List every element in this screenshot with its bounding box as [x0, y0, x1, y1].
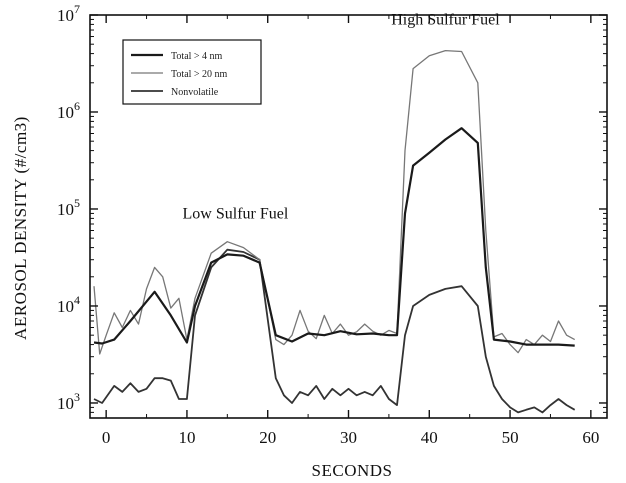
series-line-total-4-nm — [93, 127, 575, 347]
y-tick-label: 104 — [57, 293, 80, 316]
annotation-label: Low Sulfur Fuel — [183, 205, 289, 222]
y-tick-label: 105 — [57, 196, 80, 219]
y-tick-label: 106 — [57, 99, 80, 122]
x-tick-label: 10 — [178, 428, 195, 447]
series-layer — [93, 49, 576, 414]
x-tick-label: 30 — [340, 428, 357, 447]
legend-box — [122, 39, 262, 105]
x-tick-label: 50 — [502, 428, 519, 447]
chart-legend: Total > 4 nm Total > 20 nm Nonvolatile — [122, 39, 262, 105]
y-tick-label: 103 — [57, 390, 80, 413]
y-tick-label: 107 — [57, 2, 80, 25]
x-tick-label: 0 — [102, 428, 111, 447]
axis-layer: 0 10 20 30 40 50 60 103 104 105 106 107 — [57, 2, 607, 447]
x-tick-label: 40 — [421, 428, 438, 447]
series-line-nonvolatile — [93, 248, 576, 414]
x-axis-title: SECONDS — [312, 461, 393, 480]
annotation-layer: Low Sulfur Fuel High Sulfur Fuel — [183, 11, 501, 222]
y-axis-title: AEROSOL DENSITY (#/cm3) — [11, 116, 30, 340]
legend-label: Total > 4 nm — [171, 51, 223, 62]
x-tick-label: 60 — [582, 428, 599, 447]
series-line-total-20-nm — [93, 49, 576, 355]
legend-label: Nonvolatile — [171, 87, 219, 98]
annotation-label: High Sulfur Fuel — [391, 11, 500, 28]
legend-label: Total > 20 nm — [171, 69, 228, 80]
x-tick-label: 20 — [259, 428, 276, 447]
